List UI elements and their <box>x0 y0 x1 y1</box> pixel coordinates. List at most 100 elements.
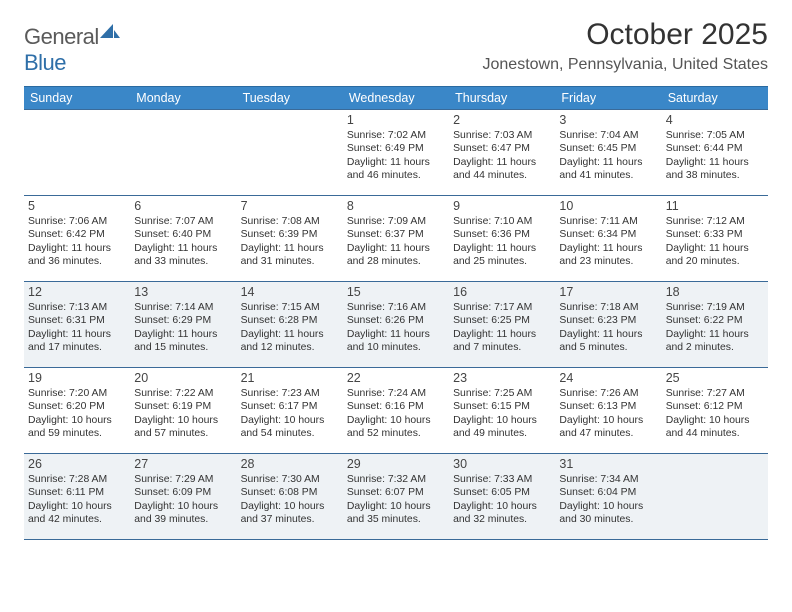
calendar-row: 12 Sunrise: 7:13 AMSunset: 6:31 PMDayligh… <box>24 282 768 368</box>
day-number: 2 <box>453 113 551 127</box>
day-info: Sunrise: 7:03 AMSunset: 6:47 PMDaylight:… <box>453 129 551 182</box>
day-header: Monday <box>130 87 236 110</box>
day-number: 5 <box>28 199 126 213</box>
calendar-cell: 15 Sunrise: 7:16 AMSunset: 6:26 PMDayligh… <box>343 282 449 368</box>
day-info: Sunrise: 7:19 AMSunset: 6:22 PMDaylight:… <box>666 301 764 354</box>
day-header: Saturday <box>662 87 768 110</box>
header: GeneralBlue October 2025 Jonestown, Penn… <box>24 18 768 76</box>
calendar-row: 19 Sunrise: 7:20 AMSunset: 6:20 PMDayligh… <box>24 368 768 454</box>
day-info: Sunrise: 7:24 AMSunset: 6:16 PMDaylight:… <box>347 387 445 440</box>
day-info: Sunrise: 7:14 AMSunset: 6:29 PMDaylight:… <box>134 301 232 354</box>
day-number: 6 <box>134 199 232 213</box>
day-number: 19 <box>28 371 126 385</box>
logo: GeneralBlue <box>24 18 120 76</box>
day-header: Friday <box>555 87 661 110</box>
calendar-cell: 11 Sunrise: 7:12 AMSunset: 6:33 PMDayligh… <box>662 196 768 282</box>
calendar-cell: 6Sunrise: 7:07 AMSunset: 6:40 PMDaylight… <box>130 196 236 282</box>
calendar-row: 5Sunrise: 7:06 AMSunset: 6:42 PMDaylight… <box>24 196 768 282</box>
logo-text-blue: Blue <box>24 50 66 75</box>
day-info: Sunrise: 7:23 AMSunset: 6:17 PMDaylight:… <box>241 387 339 440</box>
day-number: 3 <box>559 113 657 127</box>
day-info: Sunrise: 7:04 AMSunset: 6:45 PMDaylight:… <box>559 129 657 182</box>
calendar-cell: 9 Sunrise: 7:10 AMSunset: 6:36 PMDaylight… <box>449 196 555 282</box>
day-info: Sunrise: 7:17 AMSunset: 6:25 PMDaylight:… <box>453 301 551 354</box>
day-number: 11 <box>666 199 764 213</box>
day-header: Wednesday <box>343 87 449 110</box>
day-info: Sunrise: 7:29 AMSunset: 6:09 PMDaylight:… <box>134 473 232 526</box>
calendar-body: 1 Sunrise: 7:02 AMSunset: 6:49 PMDaylight… <box>24 110 768 540</box>
logo-text-general: General <box>24 24 99 49</box>
day-info: Sunrise: 7:13 AMSunset: 6:31 PMDaylight:… <box>28 301 126 354</box>
calendar-cell: 20Sunrise: 7:22 AMSunset: 6:19 PMDayligh… <box>130 368 236 454</box>
day-info: Sunrise: 7:02 AMSunset: 6:49 PMDaylight:… <box>347 129 445 182</box>
page: GeneralBlue October 2025 Jonestown, Penn… <box>0 0 792 552</box>
calendar-cell: 8Sunrise: 7:09 AMSunset: 6:37 PMDaylight… <box>343 196 449 282</box>
day-info: Sunrise: 7:25 AMSunset: 6:15 PMDaylight:… <box>453 387 551 440</box>
calendar-cell: 25 Sunrise: 7:27 AMSunset: 6:12 PMDayligh… <box>662 368 768 454</box>
day-info: Sunrise: 7:22 AMSunset: 6:19 PMDaylight:… <box>134 387 232 440</box>
calendar-row: 1 Sunrise: 7:02 AMSunset: 6:49 PMDaylight… <box>24 110 768 196</box>
day-info: Sunrise: 7:26 AMSunset: 6:13 PMDaylight:… <box>559 387 657 440</box>
day-number: 22 <box>347 371 445 385</box>
day-header: Thursday <box>449 87 555 110</box>
day-number: 9 <box>453 199 551 213</box>
day-number: 30 <box>453 457 551 471</box>
calendar-cell: 18 Sunrise: 7:19 AMSunset: 6:22 PMDayligh… <box>662 282 768 368</box>
calendar-row: 26Sunrise: 7:28 AMSunset: 6:11 PMDayligh… <box>24 454 768 540</box>
day-number: 15 <box>347 285 445 299</box>
day-header: Sunday <box>24 87 130 110</box>
day-info: Sunrise: 7:09 AMSunset: 6:37 PMDaylight:… <box>347 215 445 268</box>
calendar-cell: 30 Sunrise: 7:33 AMSunset: 6:05 PMDayligh… <box>449 454 555 540</box>
calendar-cell: 5Sunrise: 7:06 AMSunset: 6:42 PMDaylight… <box>24 196 130 282</box>
day-info: Sunrise: 7:32 AMSunset: 6:07 PMDaylight:… <box>347 473 445 526</box>
day-number: 31 <box>559 457 657 471</box>
day-number: 13 <box>134 285 232 299</box>
calendar-cell: 3 Sunrise: 7:04 AMSunset: 6:45 PMDaylight… <box>555 110 661 196</box>
day-info: Sunrise: 7:30 AMSunset: 6:08 PMDaylight:… <box>241 473 339 526</box>
calendar-cell <box>237 110 343 196</box>
calendar-cell: 17 Sunrise: 7:18 AMSunset: 6:23 PMDayligh… <box>555 282 661 368</box>
day-number: 1 <box>347 113 445 127</box>
calendar-cell: 21Sunrise: 7:23 AMSunset: 6:17 PMDayligh… <box>237 368 343 454</box>
day-info: Sunrise: 7:15 AMSunset: 6:28 PMDaylight:… <box>241 301 339 354</box>
day-number: 29 <box>347 457 445 471</box>
day-number: 7 <box>241 199 339 213</box>
calendar-cell: 1 Sunrise: 7:02 AMSunset: 6:49 PMDaylight… <box>343 110 449 196</box>
day-number: 16 <box>453 285 551 299</box>
day-info: Sunrise: 7:18 AMSunset: 6:23 PMDaylight:… <box>559 301 657 354</box>
day-number: 12 <box>28 285 126 299</box>
day-info: Sunrise: 7:20 AMSunset: 6:20 PMDaylight:… <box>28 387 126 440</box>
day-info: Sunrise: 7:33 AMSunset: 6:05 PMDaylight:… <box>453 473 551 526</box>
calendar-cell: 19 Sunrise: 7:20 AMSunset: 6:20 PMDayligh… <box>24 368 130 454</box>
calendar-cell: 10 Sunrise: 7:11 AMSunset: 6:34 PMDayligh… <box>555 196 661 282</box>
calendar-cell: 23Sunrise: 7:25 AMSunset: 6:15 PMDayligh… <box>449 368 555 454</box>
calendar-cell: 26Sunrise: 7:28 AMSunset: 6:11 PMDayligh… <box>24 454 130 540</box>
calendar-table: Sunday Monday Tuesday Wednesday Thursday… <box>24 86 768 540</box>
day-info: Sunrise: 7:16 AMSunset: 6:26 PMDaylight:… <box>347 301 445 354</box>
calendar-cell <box>24 110 130 196</box>
day-info: Sunrise: 7:27 AMSunset: 6:12 PMDaylight:… <box>666 387 764 440</box>
day-number: 17 <box>559 285 657 299</box>
calendar-cell: 7 Sunrise: 7:08 AMSunset: 6:39 PMDaylight… <box>237 196 343 282</box>
day-info: Sunrise: 7:12 AMSunset: 6:33 PMDaylight:… <box>666 215 764 268</box>
day-number: 10 <box>559 199 657 213</box>
day-info: Sunrise: 7:05 AMSunset: 6:44 PMDaylight:… <box>666 129 764 182</box>
day-number: 27 <box>134 457 232 471</box>
day-info: Sunrise: 7:28 AMSunset: 6:11 PMDaylight:… <box>28 473 126 526</box>
sail-icon <box>100 20 120 36</box>
day-info: Sunrise: 7:10 AMSunset: 6:36 PMDaylight:… <box>453 215 551 268</box>
calendar-cell: 29 Sunrise: 7:32 AMSunset: 6:07 PMDayligh… <box>343 454 449 540</box>
day-number: 14 <box>241 285 339 299</box>
day-number: 18 <box>666 285 764 299</box>
location: Jonestown, Pennsylvania, United States <box>483 56 769 74</box>
calendar-cell: 31Sunrise: 7:34 AMSunset: 6:04 PMDayligh… <box>555 454 661 540</box>
day-number: 25 <box>666 371 764 385</box>
day-info: Sunrise: 7:08 AMSunset: 6:39 PMDaylight:… <box>241 215 339 268</box>
day-info: Sunrise: 7:11 AMSunset: 6:34 PMDaylight:… <box>559 215 657 268</box>
day-header: Tuesday <box>237 87 343 110</box>
calendar-cell <box>662 454 768 540</box>
calendar-cell: 12 Sunrise: 7:13 AMSunset: 6:31 PMDayligh… <box>24 282 130 368</box>
day-number: 24 <box>559 371 657 385</box>
calendar-cell: 14 Sunrise: 7:15 AMSunset: 6:28 PMDayligh… <box>237 282 343 368</box>
calendar-cell: 28Sunrise: 7:30 AMSunset: 6:08 PMDayligh… <box>237 454 343 540</box>
